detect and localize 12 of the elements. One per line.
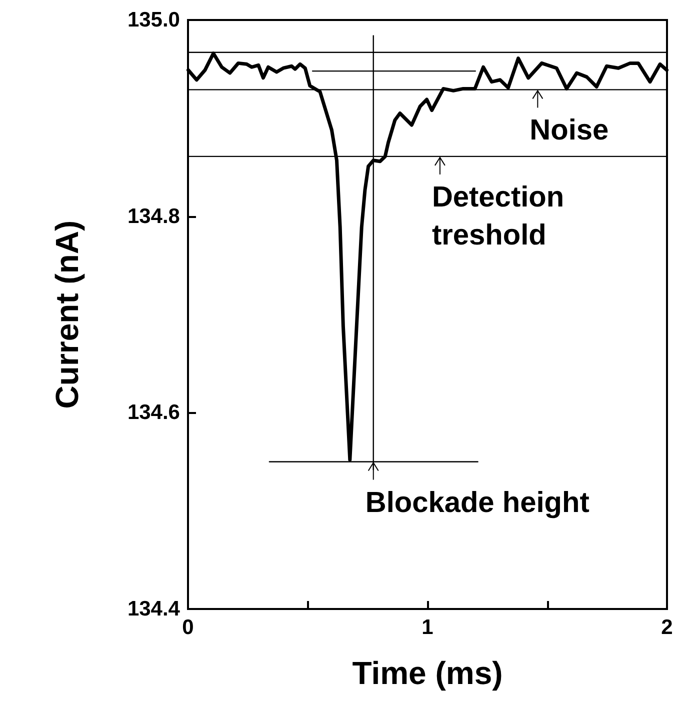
y-tick-label: 134.6 bbox=[127, 401, 180, 424]
annotation: Noise bbox=[530, 114, 609, 147]
x-tick-label: 1 bbox=[422, 616, 434, 639]
y-tick-label: 134.4 bbox=[127, 598, 180, 620]
annotation: Blockade height bbox=[365, 486, 590, 519]
x-tick-label: 2 bbox=[661, 616, 673, 639]
y-axis-title: Current (nA) bbox=[49, 220, 85, 409]
annotation: Detection treshold bbox=[432, 181, 564, 252]
x-axis-title: Time (ms) bbox=[352, 655, 503, 691]
y-tick-label: 134.8 bbox=[127, 204, 180, 228]
y-tick-label: 135.0 bbox=[127, 8, 180, 32]
x-tick-label: 0 bbox=[182, 616, 194, 639]
